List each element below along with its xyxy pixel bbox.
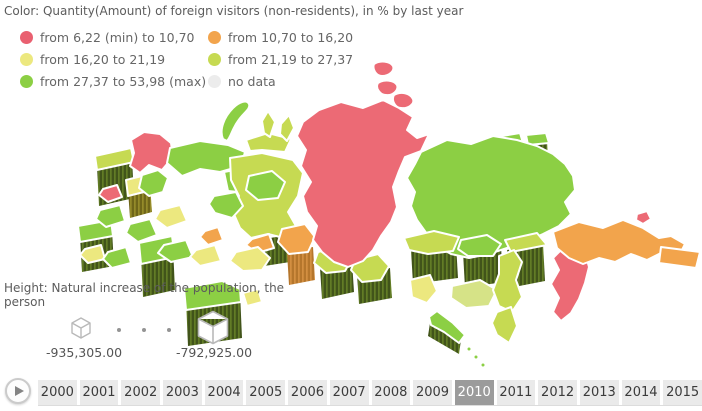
map-region[interactable]	[199, 226, 224, 246]
legend-swatch-icon	[20, 52, 33, 66]
legend-item-1: from 10,70 to 16,20	[208, 26, 463, 48]
legend-label: from 27,37 to 53,98 (max)	[40, 73, 207, 89]
legend-label: no data	[228, 73, 276, 89]
map-region[interactable]	[492, 249, 523, 313]
year-button-2013[interactable]: 2013	[579, 380, 619, 405]
map-region[interactable]	[129, 131, 174, 174]
small-cube-icon	[71, 317, 91, 343]
map-region[interactable]	[391, 91, 415, 110]
year-button-2007[interactable]: 2007	[329, 380, 369, 405]
year-button-2001[interactable]: 2001	[79, 380, 119, 405]
year-button-2011[interactable]: 2011	[496, 380, 536, 405]
map-region[interactable]	[457, 234, 502, 257]
map-region-extrusion	[411, 244, 458, 284]
legend-item-0: from 6,22 (min) to 10,70	[20, 26, 208, 48]
map-region[interactable]	[491, 306, 518, 344]
map-region[interactable]	[406, 135, 576, 259]
map-region[interactable]	[183, 280, 242, 311]
map-region[interactable]	[504, 232, 548, 253]
map-region[interactable]	[125, 218, 158, 243]
year-button-2003[interactable]: 2003	[163, 380, 202, 405]
year-button-2002[interactable]: 2002	[121, 380, 161, 405]
year-button-2009[interactable]: 2009	[413, 380, 452, 405]
map-region[interactable]	[525, 132, 550, 146]
year-button-2008[interactable]: 2008	[371, 380, 411, 405]
height-max-value: -792,925.00	[175, 345, 253, 360]
map-region[interactable]	[261, 110, 276, 138]
scale-dot	[142, 328, 146, 332]
legend-swatch-icon	[208, 30, 221, 44]
map-region[interactable]	[154, 204, 188, 229]
map-region-extrusion	[287, 247, 315, 285]
map-region[interactable]	[208, 191, 244, 219]
year-button-2006[interactable]: 2006	[288, 380, 327, 405]
map-region[interactable]	[277, 223, 316, 255]
map-region[interactable]	[635, 210, 652, 225]
legend-item-4: from 27,37 to 53,98 (max)	[20, 70, 208, 92]
map-region[interactable]	[229, 246, 271, 272]
map-region[interactable]	[450, 279, 498, 309]
year-button-2000[interactable]: 2000	[38, 380, 77, 405]
map-region[interactable]	[409, 274, 438, 304]
legend-label: from 21,19 to 27,37	[228, 51, 354, 67]
color-legend-items: from 6,22 (min) to 10,70 from 10,70 to 16…	[20, 26, 463, 92]
map-region[interactable]	[479, 361, 487, 369]
map-region[interactable]	[98, 184, 123, 203]
height-legend-title: Height: Natural increase of the populati…	[4, 281, 285, 309]
legend-swatch-icon	[208, 74, 221, 88]
map-region[interactable]	[220, 100, 251, 142]
year-button-2010[interactable]: 2010	[454, 380, 494, 405]
play-button[interactable]	[5, 378, 31, 404]
map-region[interactable]	[472, 353, 480, 361]
color-legend: Color: Quantity(Amount) of foreign visit…	[4, 4, 463, 92]
year-button-2015[interactable]: 2015	[663, 380, 702, 405]
legend-item-5: no data	[208, 70, 463, 92]
map-region-extrusion	[428, 323, 461, 354]
legend-label: from 16,20 to 21,19	[40, 51, 166, 67]
play-icon	[15, 386, 24, 396]
legend-item-2: from 16,20 to 21,19	[20, 48, 208, 70]
map-region[interactable]	[428, 310, 466, 344]
legend-swatch-icon	[208, 52, 221, 66]
color-legend-title: Color: Quantity(Amount) of foreign visit…	[4, 4, 464, 18]
legend-swatch-icon	[20, 30, 33, 44]
map-region[interactable]	[102, 246, 132, 269]
map-region[interactable]	[403, 230, 460, 255]
year-button-2014[interactable]: 2014	[621, 380, 661, 405]
legend-swatch-icon	[20, 74, 33, 88]
year-button-2005[interactable]: 2005	[246, 380, 286, 405]
map-region[interactable]	[242, 288, 263, 307]
year-button-2012[interactable]: 2012	[538, 380, 577, 405]
timeline: 2000 2001 2002 2003 2004 2005 2006 2007 2008 2009…	[0, 378, 702, 406]
map-region[interactable]	[376, 79, 399, 97]
map-region[interactable]	[138, 169, 169, 197]
scale-dot	[117, 328, 121, 332]
map-region[interactable]	[95, 204, 126, 228]
map-region[interactable]	[465, 345, 473, 353]
scale-dot	[167, 328, 171, 332]
map-region[interactable]	[296, 99, 430, 268]
timeline-years: 2000 2001 2002 2003 2004 2005 2006 2007 2008 2009…	[38, 380, 702, 406]
legend-label: from 6,22 (min) to 10,70	[40, 29, 195, 45]
year-button-2004[interactable]: 2004	[204, 380, 244, 405]
height-min-value: -935,305.00	[45, 345, 123, 360]
map-region[interactable]	[157, 239, 194, 263]
map-region[interactable]	[658, 246, 701, 269]
height-legend: Height: Natural increase of the populati…	[0, 281, 300, 360]
legend-item-3: from 21,19 to 27,37	[208, 48, 463, 70]
map-region[interactable]	[245, 170, 286, 201]
large-cube-icon	[197, 310, 229, 349]
map-region[interactable]	[372, 60, 395, 77]
map-region[interactable]	[279, 114, 295, 142]
legend-label: from 10,70 to 16,20	[228, 29, 354, 45]
map-region[interactable]	[189, 244, 222, 267]
map-region[interactable]	[79, 244, 106, 264]
